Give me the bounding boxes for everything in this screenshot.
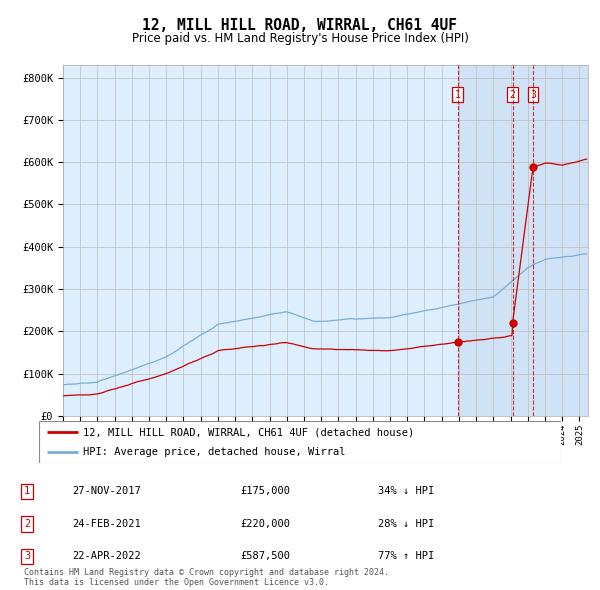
Text: 2: 2 xyxy=(509,90,515,100)
Text: HPI: Average price, detached house, Wirral: HPI: Average price, detached house, Wirr… xyxy=(83,447,346,457)
Text: 3: 3 xyxy=(24,552,30,561)
Text: Price paid vs. HM Land Registry's House Price Index (HPI): Price paid vs. HM Land Registry's House … xyxy=(131,32,469,45)
FancyBboxPatch shape xyxy=(39,421,561,463)
Text: 1: 1 xyxy=(24,487,30,496)
Text: Contains HM Land Registry data © Crown copyright and database right 2024.
This d: Contains HM Land Registry data © Crown c… xyxy=(24,568,389,587)
Text: 12, MILL HILL ROAD, WIRRAL, CH61 4UF: 12, MILL HILL ROAD, WIRRAL, CH61 4UF xyxy=(143,18,458,32)
Text: 3: 3 xyxy=(530,90,536,100)
Text: 22-APR-2022: 22-APR-2022 xyxy=(72,552,141,561)
Text: 12, MILL HILL ROAD, WIRRAL, CH61 4UF (detached house): 12, MILL HILL ROAD, WIRRAL, CH61 4UF (de… xyxy=(83,427,415,437)
Text: £220,000: £220,000 xyxy=(240,519,290,529)
Text: £587,500: £587,500 xyxy=(240,552,290,561)
Text: 28% ↓ HPI: 28% ↓ HPI xyxy=(378,519,434,529)
Bar xyxy=(458,65,588,416)
Text: 24-FEB-2021: 24-FEB-2021 xyxy=(72,519,141,529)
Text: £175,000: £175,000 xyxy=(240,487,290,496)
Text: 1: 1 xyxy=(455,90,460,100)
Text: 77% ↑ HPI: 77% ↑ HPI xyxy=(378,552,434,561)
Text: 2: 2 xyxy=(24,519,30,529)
Text: 34% ↓ HPI: 34% ↓ HPI xyxy=(378,487,434,496)
Text: 27-NOV-2017: 27-NOV-2017 xyxy=(72,487,141,496)
